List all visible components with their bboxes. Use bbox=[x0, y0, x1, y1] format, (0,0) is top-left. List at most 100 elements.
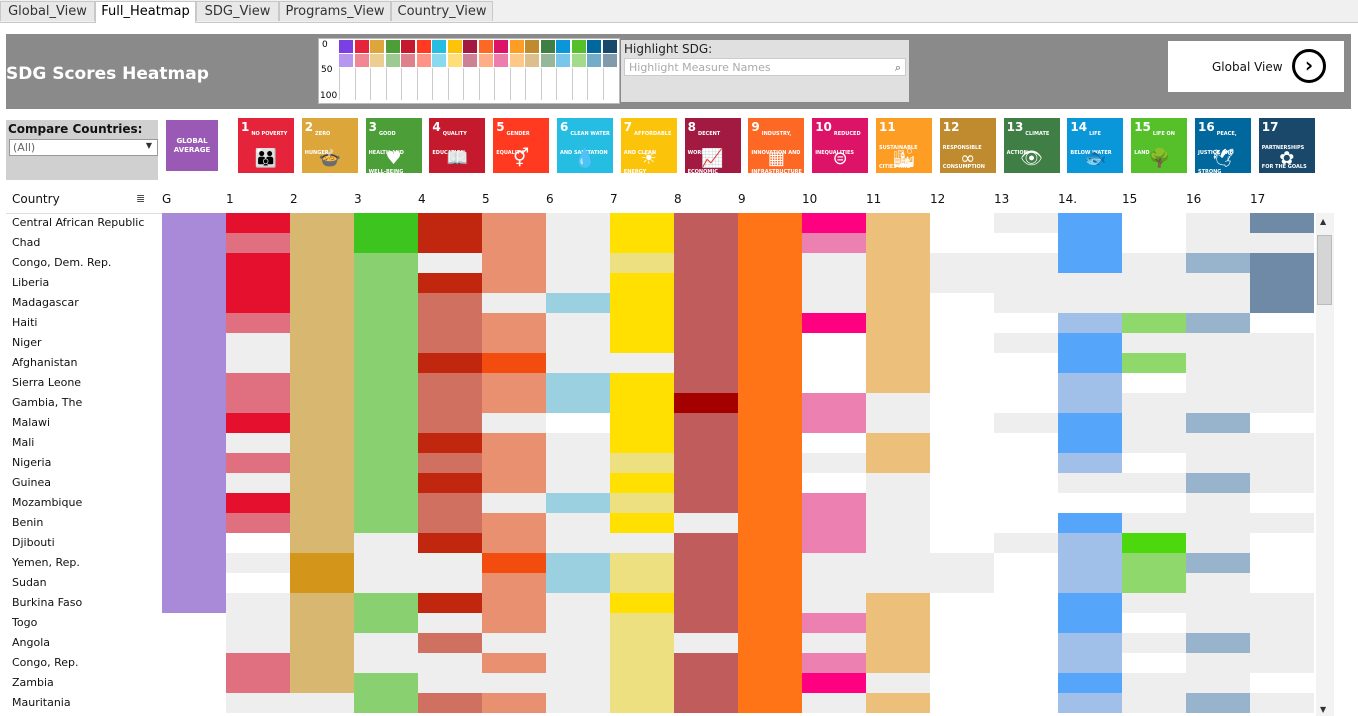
heatmap-cell[interactable] bbox=[482, 393, 546, 413]
heatmap-cell[interactable] bbox=[1186, 593, 1250, 613]
table-row[interactable]: Nigeria bbox=[6, 453, 1314, 473]
heatmap-cell[interactable] bbox=[738, 413, 802, 433]
sdg-icon-13[interactable]: 13 Climate Action 👁 bbox=[1003, 118, 1060, 173]
heatmap-cell[interactable] bbox=[1186, 413, 1250, 433]
table-row[interactable]: Congo, Dem. Rep. bbox=[6, 253, 1314, 273]
heatmap-cell[interactable] bbox=[1122, 553, 1186, 573]
heatmap-cell[interactable] bbox=[610, 373, 674, 393]
sdg-icon-16[interactable]: 16Peace, Justice and Strong Institutions… bbox=[1195, 118, 1251, 194]
sdg-icon-5[interactable]: 5 Gender Equality ⚥ bbox=[493, 118, 550, 173]
table-row[interactable]: Congo, Rep. bbox=[6, 653, 1314, 673]
heatmap-cell[interactable] bbox=[866, 253, 930, 273]
heatmap-cell[interactable] bbox=[226, 253, 290, 273]
heatmap-cell[interactable] bbox=[1250, 393, 1314, 413]
heatmap-cell[interactable] bbox=[354, 433, 418, 453]
heatmap-cell[interactable] bbox=[674, 513, 738, 533]
heatmap-cell[interactable] bbox=[290, 573, 354, 593]
heatmap-cell[interactable] bbox=[738, 433, 802, 453]
heatmap-cell[interactable] bbox=[290, 253, 354, 273]
heatmap-cell[interactable] bbox=[546, 473, 610, 493]
heatmap-cell[interactable] bbox=[866, 293, 930, 313]
heatmap-cell[interactable] bbox=[738, 353, 802, 373]
column-header-16[interactable]: 16 bbox=[1186, 192, 1202, 206]
heatmap-cell[interactable] bbox=[354, 673, 418, 693]
heatmap-cell[interactable] bbox=[1250, 673, 1314, 693]
heatmap-cell[interactable] bbox=[226, 513, 290, 533]
heatmap-cell[interactable] bbox=[1186, 493, 1250, 513]
heatmap-cell[interactable] bbox=[674, 293, 738, 313]
heatmap-cell[interactable] bbox=[482, 693, 546, 713]
heatmap-cell[interactable] bbox=[1186, 653, 1250, 673]
heatmap-cell[interactable] bbox=[1186, 613, 1250, 633]
heatmap-cell[interactable] bbox=[866, 413, 930, 433]
heatmap-cell[interactable] bbox=[610, 573, 674, 593]
sdg-icon-17[interactable]: 17 Partnerships for the Goals ✿ bbox=[1258, 118, 1315, 173]
heatmap-cell[interactable] bbox=[290, 693, 354, 713]
heatmap-cell[interactable] bbox=[994, 253, 1058, 273]
heatmap-cell[interactable] bbox=[1250, 473, 1314, 493]
heatmap-cell[interactable] bbox=[930, 273, 994, 293]
heatmap-cell[interactable] bbox=[994, 533, 1058, 553]
heatmap-cell[interactable] bbox=[546, 273, 610, 293]
heatmap-cell[interactable] bbox=[610, 473, 674, 493]
heatmap-cell[interactable] bbox=[226, 393, 290, 413]
heatmap-cell[interactable] bbox=[674, 433, 738, 453]
heatmap-cell[interactable] bbox=[226, 333, 290, 353]
heatmap-cell[interactable] bbox=[1186, 313, 1250, 333]
heatmap-cell[interactable] bbox=[482, 513, 546, 533]
heatmap-cell[interactable] bbox=[930, 253, 994, 273]
heatmap-cell[interactable] bbox=[674, 453, 738, 473]
heatmap-cell[interactable] bbox=[1122, 213, 1186, 233]
table-row[interactable]: Liberia bbox=[6, 273, 1314, 293]
heatmap-cell[interactable] bbox=[546, 633, 610, 653]
heatmap-cell[interactable] bbox=[546, 693, 610, 713]
heatmap-cell[interactable] bbox=[1250, 553, 1314, 573]
heatmap-cell[interactable] bbox=[930, 653, 994, 673]
heatmap-cell[interactable] bbox=[866, 593, 930, 613]
heatmap-cell[interactable] bbox=[1186, 473, 1250, 493]
heatmap-cell[interactable] bbox=[866, 233, 930, 253]
heatmap-cell[interactable] bbox=[930, 573, 994, 593]
table-row[interactable]: Djibouti bbox=[6, 533, 1314, 553]
heatmap-cell[interactable] bbox=[482, 313, 546, 333]
heatmap-cell[interactable] bbox=[802, 593, 866, 613]
heatmap-cell[interactable] bbox=[930, 333, 994, 353]
heatmap-cell[interactable] bbox=[226, 373, 290, 393]
heatmap-cell[interactable] bbox=[738, 373, 802, 393]
heatmap-cell[interactable] bbox=[290, 533, 354, 553]
heatmap-cell[interactable] bbox=[1186, 333, 1250, 353]
heatmap-cell[interactable] bbox=[994, 453, 1058, 473]
heatmap-cell[interactable] bbox=[1250, 613, 1314, 633]
heatmap-cell[interactable] bbox=[482, 453, 546, 473]
heatmap-cell[interactable] bbox=[354, 633, 418, 653]
heatmap-cell[interactable] bbox=[866, 613, 930, 633]
heatmap-cell[interactable] bbox=[1186, 433, 1250, 453]
heatmap-cell[interactable] bbox=[290, 333, 354, 353]
heatmap-cell[interactable] bbox=[738, 253, 802, 273]
table-row[interactable]: Afghanistan bbox=[6, 353, 1314, 373]
heatmap-cell[interactable] bbox=[354, 253, 418, 273]
column-header-9[interactable]: 9 bbox=[738, 192, 746, 206]
heatmap-cell[interactable] bbox=[546, 513, 610, 533]
heatmap-cell[interactable] bbox=[546, 233, 610, 253]
heatmap-cell[interactable] bbox=[482, 533, 546, 553]
heatmap-cell[interactable] bbox=[226, 593, 290, 613]
column-header-17[interactable]: 17 bbox=[1250, 192, 1266, 206]
heatmap-cell[interactable] bbox=[226, 553, 290, 573]
heatmap-cell[interactable] bbox=[866, 653, 930, 673]
column-header-4[interactable]: 4 bbox=[418, 192, 426, 206]
heatmap-cell[interactable] bbox=[1058, 493, 1122, 513]
heatmap-cell[interactable] bbox=[226, 493, 290, 513]
heatmap-cell[interactable] bbox=[994, 473, 1058, 493]
heatmap-cell[interactable] bbox=[674, 213, 738, 233]
heatmap-cell[interactable] bbox=[1250, 633, 1314, 653]
heatmap-cell[interactable] bbox=[418, 433, 482, 453]
heatmap-cell[interactable] bbox=[354, 233, 418, 253]
heatmap-cell[interactable] bbox=[1058, 533, 1122, 553]
table-row[interactable]: Benin bbox=[6, 513, 1314, 533]
heatmap-cell[interactable] bbox=[354, 513, 418, 533]
heatmap-cell[interactable] bbox=[482, 553, 546, 573]
heatmap-cell[interactable] bbox=[1058, 513, 1122, 533]
heatmap-cell[interactable] bbox=[738, 633, 802, 653]
heatmap-cell[interactable] bbox=[1250, 213, 1314, 233]
